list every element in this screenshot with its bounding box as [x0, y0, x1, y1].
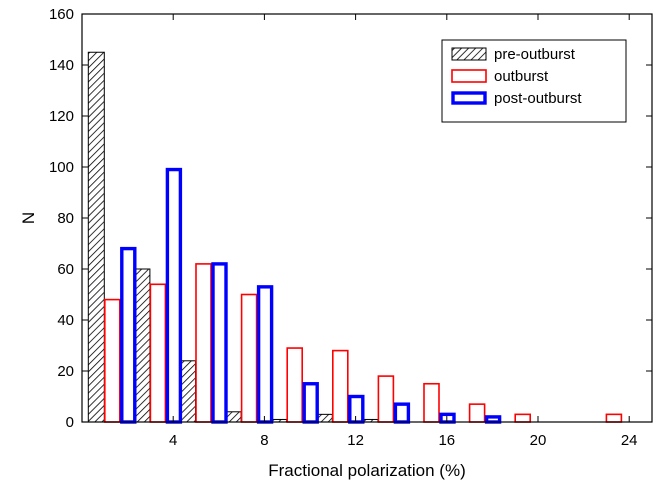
- bar-outburst-5: [195, 263, 212, 423]
- bar-post-outburst-1: [120, 246, 137, 424]
- bar-post-outburst-15: [439, 412, 456, 424]
- legend-label-outburst: outburst: [494, 68, 549, 85]
- bar-outburst-9: [286, 347, 304, 423]
- bar-outburst-1: [104, 298, 121, 423]
- bar-outburst-15: [423, 382, 440, 423]
- bar-post-outburst-5: [211, 262, 228, 424]
- legend-swatch-post-outburst: [451, 91, 487, 105]
- bar-post-outburst-11: [348, 394, 365, 424]
- axes-layer: 0 20 40 60 80 100 120 140 160 4 8 12 16 20 24: [49, 6, 652, 449]
- bar-outburst-23: [605, 413, 623, 423]
- y-tick-label: 20: [57, 363, 74, 380]
- bar-outburst-7: [240, 293, 258, 423]
- y-tick-label: 0: [66, 414, 74, 431]
- y-tick-label: 100: [49, 159, 74, 176]
- legend-swatch-pre-outburst: [451, 47, 487, 61]
- bar-outburst-13: [377, 375, 395, 423]
- x-tick-label: 24: [621, 432, 638, 449]
- legend-label-post-outburst: post-outburst: [494, 90, 582, 107]
- x-tick-label: 20: [530, 432, 547, 449]
- bar-post-outburst-7: [256, 285, 274, 424]
- y-tick-label: 160: [49, 6, 74, 23]
- bar-post-outburst-13: [393, 402, 411, 424]
- bar-post-outburst-9: [302, 382, 319, 424]
- y-tick-label: 120: [49, 108, 74, 125]
- y-tick-label: 40: [57, 312, 74, 329]
- bars-layer: [87, 51, 623, 424]
- bar-outburst-19: [514, 413, 532, 423]
- legend-label-pre-outburst: pre-outburst: [494, 46, 576, 63]
- y-tick-label: 60: [57, 261, 74, 278]
- x-tick-label: 12: [347, 432, 364, 449]
- y-tick-label: 140: [49, 57, 74, 74]
- x-axis-title: Fractional polarization (%): [268, 461, 465, 480]
- x-tick-label: 8: [260, 432, 268, 449]
- legend: pre-outburst outburst post-outburst: [441, 39, 627, 123]
- bar-outburst-11: [331, 349, 349, 423]
- bar-outburst-17: [468, 403, 486, 423]
- bar-outburst-3: [149, 283, 167, 423]
- legend-swatch-outburst: [451, 69, 487, 83]
- bar-pre-outburst-1: [87, 51, 105, 423]
- x-tick-label: 16: [438, 432, 455, 449]
- x-tick-label: 4: [169, 432, 177, 449]
- bar-post-outburst-3: [165, 167, 183, 424]
- bar-post-outburst-17: [484, 415, 502, 424]
- y-tick-label: 80: [57, 210, 74, 227]
- y-axis-title: N: [19, 212, 38, 224]
